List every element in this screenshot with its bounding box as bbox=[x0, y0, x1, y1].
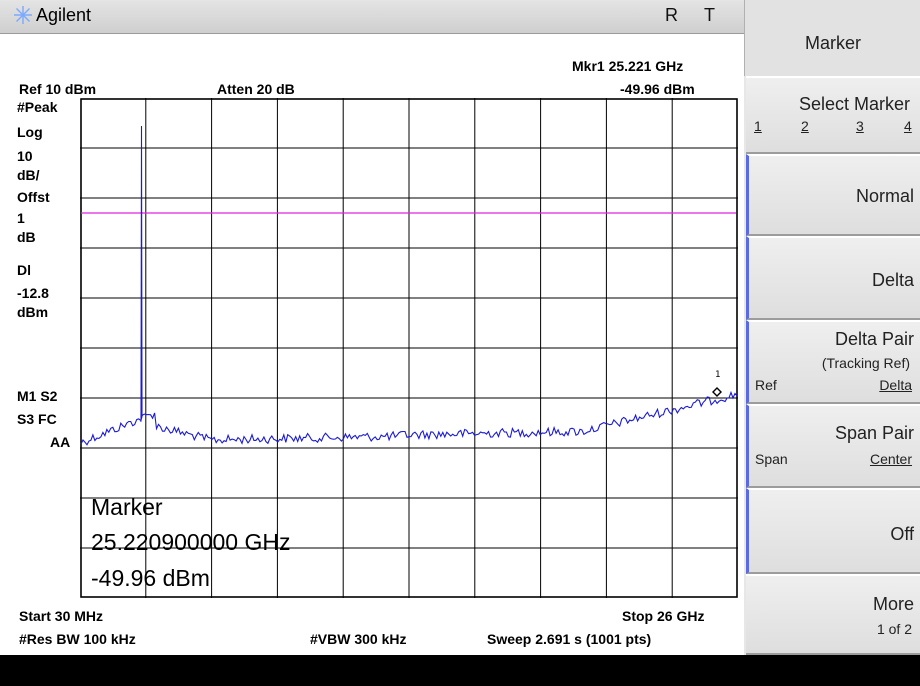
status-bar bbox=[0, 655, 920, 686]
offset-unit-label: dB bbox=[17, 229, 36, 245]
s3-fc-label: S3 FC bbox=[17, 411, 57, 427]
delta-pair-key[interactable]: Delta Pair (Tracking Ref) Ref Delta bbox=[746, 320, 920, 404]
marker-diamond-icon bbox=[712, 387, 722, 397]
graticule bbox=[80, 98, 738, 598]
marker-option-3[interactable]: 3 bbox=[856, 118, 864, 134]
marker-table-amplitude: -49.96 dBm bbox=[91, 565, 210, 591]
remote-flag: R bbox=[665, 5, 678, 25]
menu-title-label: Marker bbox=[804, 33, 861, 53]
span-pair-key[interactable]: Span Pair Span Center bbox=[746, 404, 920, 488]
attenuation: Atten 20 dB bbox=[217, 81, 295, 97]
trigger-flag: T bbox=[704, 5, 715, 25]
offset-value-label: 1 bbox=[17, 210, 25, 226]
delta-pair-ref: Ref bbox=[755, 377, 777, 393]
resolution-bandwidth: #Res BW 100 kHz bbox=[19, 631, 136, 647]
more-label: More bbox=[872, 594, 914, 614]
marker-1[interactable]: 1 bbox=[712, 370, 722, 397]
marker-number: 1 bbox=[715, 370, 720, 380]
aa-label: AA bbox=[50, 434, 71, 450]
marker-table-title: Marker bbox=[91, 494, 163, 520]
span-pair-label: Span Pair bbox=[834, 423, 914, 443]
off-key[interactable]: Off bbox=[746, 488, 920, 574]
more-page: 1 of 2 bbox=[876, 621, 912, 637]
delta-pair-sub: (Tracking Ref) bbox=[821, 355, 910, 371]
video-bandwidth: #VBW 300 kHz bbox=[310, 631, 407, 647]
sweep-time: Sweep 2.691 s (1001 pts) bbox=[487, 631, 652, 647]
brand-name: Agilent bbox=[36, 5, 92, 25]
ref-level: Ref 10 dBm bbox=[19, 81, 97, 97]
display-line-unit: dBm bbox=[17, 304, 49, 320]
select-marker-label: Select Marker bbox=[798, 94, 910, 114]
marker-table-frequency: 25.220900000 GHz bbox=[91, 529, 291, 555]
spectrum-display: 1 bbox=[80, 98, 738, 598]
spectrum-trace bbox=[80, 125, 738, 446]
m1-s2-label: M1 S2 bbox=[17, 388, 58, 404]
delta-label: Delta bbox=[871, 270, 914, 290]
normal-key[interactable]: Normal bbox=[746, 154, 920, 236]
select-marker-key[interactable]: Select Marker 1 2 3 4 bbox=[746, 76, 920, 154]
marker-option-4[interactable]: 4 bbox=[904, 118, 912, 134]
start-frequency: Start 30 MHz bbox=[19, 608, 104, 624]
normal-label: Normal bbox=[855, 186, 914, 206]
delta-key[interactable]: Delta bbox=[746, 236, 920, 320]
scale-value-label: 10 bbox=[17, 148, 33, 164]
title-bar: Agilent R T bbox=[0, 0, 744, 34]
more-key[interactable]: More 1 of 2 bbox=[746, 574, 920, 655]
marker-option-1[interactable]: 1 bbox=[754, 118, 762, 134]
menu-title: Marker bbox=[744, 0, 920, 76]
scale-unit-label: dB/ bbox=[17, 167, 40, 183]
scale-type-label: Log bbox=[17, 124, 43, 140]
stop-frequency: Stop 26 GHz bbox=[622, 608, 705, 624]
off-label: Off bbox=[890, 524, 914, 544]
agilent-spark-icon bbox=[14, 6, 32, 24]
delta-pair-label: Delta Pair bbox=[834, 329, 914, 349]
softkey-panel: Marker Select Marker 1 2 3 4 Normal Delt… bbox=[744, 0, 920, 655]
span-pair-center: Center bbox=[869, 451, 912, 467]
offset-label: Offst bbox=[17, 189, 50, 205]
detector-label: #Peak bbox=[17, 99, 58, 115]
span-pair-span: Span bbox=[755, 451, 788, 467]
display-line-label: Dl bbox=[17, 262, 31, 278]
display-line-value: -12.8 bbox=[17, 285, 49, 301]
marker-frequency-readout: Mkr1 25.221 GHz bbox=[572, 58, 684, 74]
delta-pair-delta: Delta bbox=[879, 377, 912, 393]
marker-level-readout: -49.96 dBm bbox=[620, 81, 695, 97]
marker-option-2[interactable]: 2 bbox=[801, 118, 809, 134]
